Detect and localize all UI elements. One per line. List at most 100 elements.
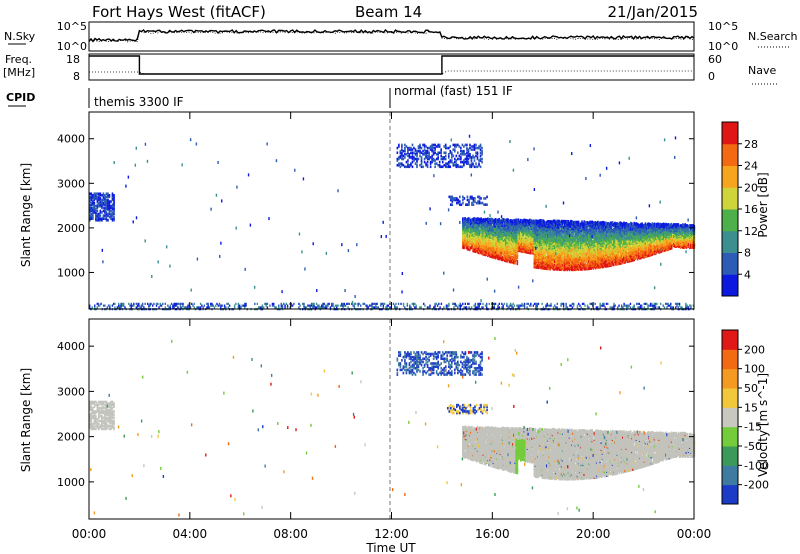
evening-band-cell: [532, 247, 535, 251]
themis-patch-cell: [113, 208, 115, 211]
evening-band-cell: [475, 245, 478, 249]
themis-patch-cell: [90, 215, 93, 219]
themis-patch-cell: [93, 204, 96, 208]
evening-band-cell: [517, 218, 520, 222]
themis-patch-cell: [90, 208, 93, 211]
themis-patch-cell: [101, 217, 103, 221]
evening-band-cell: [466, 245, 469, 249]
evening-band-cell: [523, 221, 525, 225]
evening-band-cell: [491, 220, 494, 225]
themis-patch-cell: [104, 200, 106, 203]
cpid-mode-2: normal (fast) 151 IF: [394, 84, 513, 98]
themis-patch-cell: [107, 198, 109, 202]
evening-band-cell: [484, 253, 487, 257]
evening-band-cell: [491, 238, 494, 242]
themis-patch-cell: [98, 198, 100, 202]
themis-patch-cell: [95, 217, 97, 221]
evening-band-cell: [462, 230, 464, 234]
evening-band-cell: [538, 253, 540, 257]
themis-patch-cell: [113, 203, 115, 206]
evening-band-cell: [507, 235, 510, 239]
evening-band-cell: [496, 246, 498, 250]
evening-band-cell: [511, 258, 514, 263]
evening-band-cell: [542, 223, 545, 227]
evening-band-cell: [531, 233, 533, 238]
evening-band-cell: [479, 245, 481, 249]
evening-band-cell: [502, 242, 505, 246]
evening-band-cell: [473, 239, 476, 243]
evening-band-cell: [470, 218, 472, 223]
evening-band-cell: [514, 219, 516, 223]
evening-band-cell: [514, 226, 516, 230]
themis-patch-cell: [104, 206, 106, 210]
evening-band-cell: [494, 250, 497, 254]
evening-band-cell: [530, 246, 532, 250]
evening-band-cell: [475, 230, 478, 234]
evening-band-cell: [467, 247, 470, 251]
evening-band-cell: [535, 232, 538, 236]
themis-patch-cell: [89, 197, 91, 200]
evening-band-cell: [509, 242, 512, 246]
evening-band-cell: [541, 262, 544, 266]
themis-patch-cell: [99, 214, 102, 217]
evening-band-cell: [473, 242, 476, 246]
themis-patch-cell: [99, 217, 102, 221]
evening-band-cell: [502, 238, 505, 243]
evening-band-cell: [481, 218, 483, 222]
themis-patch-cell: [92, 208, 94, 211]
themis-patch-cell: [105, 218, 108, 222]
themis-patch-cell: [108, 201, 111, 205]
evening-band-cell: [539, 235, 541, 239]
evening-band-cell: [492, 219, 495, 223]
evening-band-cell: [510, 219, 513, 223]
evening-band-cell: [506, 259, 508, 263]
evening-band-cell: [532, 224, 535, 228]
themis-patch-cell: [111, 217, 114, 221]
evening-band-cell: [498, 222, 500, 227]
evening-band-cell: [517, 226, 520, 230]
evening-band-cell: [516, 246, 519, 250]
evening-band-cell: [516, 255, 519, 260]
evening-band-cell: [510, 255, 513, 259]
themis-patch-cell: [107, 204, 109, 208]
evening-band-cell: [508, 233, 511, 237]
evening-band-cell: [515, 223, 517, 227]
evening-band-cell: [524, 227, 527, 231]
themis-patch-cell: [99, 209, 102, 213]
evening-band-cell: [513, 253, 515, 257]
evening-band-cell: [540, 229, 542, 234]
themis-patch-cell: [113, 218, 115, 222]
evening-band-cell: [479, 229, 481, 233]
evening-band-cell: [544, 251, 547, 255]
cpid-label: CPID: [6, 91, 35, 104]
evening-band-cell: [470, 237, 472, 241]
evening-band-cell: [525, 237, 528, 241]
evening-band-cell: [500, 241, 503, 245]
evening-band-cell: [466, 217, 469, 221]
noise-panel-frame: [88, 21, 695, 52]
evening-band-cell: [544, 266, 547, 270]
themis-patch-cell: [95, 197, 97, 200]
evening-band-cell: [470, 246, 472, 250]
freq-label-line1: Freq.: [5, 53, 32, 66]
evening-band-cell: [526, 232, 529, 237]
themis-patch-cell: [95, 204, 97, 208]
evening-band-cell: [487, 219, 489, 223]
themis-patch-cell: [96, 198, 99, 202]
themis-patch-cell: [96, 200, 99, 203]
evening-band-cell: [485, 231, 488, 236]
evening-band-cell: [496, 224, 498, 228]
freq-panel-frame: [88, 53, 695, 81]
evening-band-cell: [488, 217, 490, 222]
evening-band-cell: [505, 244, 507, 248]
evening-band-cell: [464, 232, 466, 236]
evening-band-cell: [500, 219, 503, 223]
themis-patch-cell: [101, 198, 103, 202]
evening-band-cell: [465, 235, 468, 239]
evening-band-cell: [492, 245, 495, 249]
evening-band-cell: [508, 240, 511, 244]
evening-band-cell: [543, 261, 546, 265]
themis-patch-cell: [113, 211, 115, 214]
evening-band-cell: [524, 234, 527, 238]
